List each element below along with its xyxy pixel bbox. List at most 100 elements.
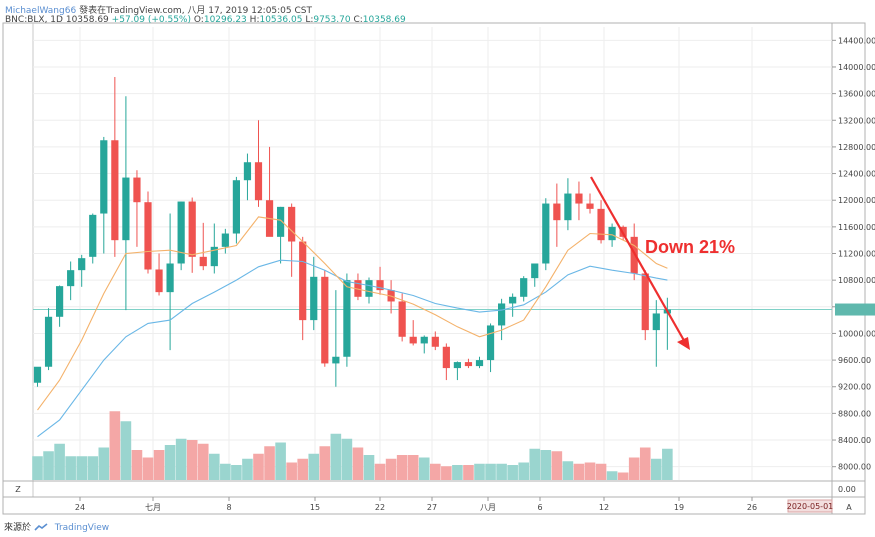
- ma-fast-line: [37, 216, 668, 411]
- y-tick-label: 10000.00: [838, 329, 875, 338]
- x-tick-label: 七月: [145, 503, 161, 512]
- volume-bar: [418, 457, 430, 480]
- candle-body: [586, 203, 594, 209]
- annotation-text: Down 21%: [645, 237, 735, 257]
- outer-frame: [2, 22, 866, 515]
- y-tick-label: 11200.00: [838, 250, 875, 259]
- x-tick-label: 22: [375, 503, 385, 512]
- volume-bar: [573, 463, 585, 480]
- volume-bar: [474, 463, 485, 480]
- candle-body: [564, 193, 572, 221]
- moving-averages: [37, 216, 668, 438]
- volume-bar: [164, 445, 176, 480]
- volume-bars: [32, 411, 673, 480]
- volume-bar: [76, 456, 87, 480]
- candle-body: [122, 177, 130, 241]
- volume-bar: [231, 465, 242, 480]
- volume-bar: [65, 456, 76, 480]
- tradingview-brand[interactable]: TradingView: [54, 523, 110, 533]
- volume-bar: [341, 438, 353, 480]
- volume-bar: [352, 447, 364, 480]
- y-tick-label: 11600.00: [838, 223, 875, 232]
- y-tick-label: 12800.00: [838, 143, 875, 152]
- candle-body: [398, 301, 406, 337]
- volume-bar: [209, 453, 220, 480]
- volume-bar: [595, 463, 607, 480]
- candle-body: [442, 346, 450, 369]
- candle-body: [288, 206, 296, 242]
- author-link[interactable]: MichaelWang66: [5, 6, 77, 16]
- candle-body: [221, 233, 229, 247]
- publish-line: MichaelWang66 發表在TradingView.com, 八月 17,…: [5, 3, 312, 16]
- volume-bar: [452, 465, 463, 480]
- x-tick-label: 15: [310, 503, 320, 512]
- y-tick-label: 9600.00: [838, 356, 871, 365]
- volume-bar: [396, 455, 408, 480]
- candle-body: [56, 286, 64, 317]
- candle-body: [33, 366, 42, 383]
- volume-bar: [518, 462, 529, 480]
- grid: [2, 22, 866, 515]
- x-tick-label: 24: [75, 503, 85, 512]
- x-tick-label: 8: [226, 503, 231, 512]
- candle-body: [67, 270, 75, 287]
- candle-body: [155, 269, 163, 293]
- candle-body: [641, 273, 649, 331]
- volume-bar: [32, 456, 43, 480]
- candle-body: [475, 360, 484, 367]
- tradingview-logo-icon: [34, 523, 48, 531]
- volume-bar: [131, 450, 143, 480]
- footer: 來源於 TradingView: [4, 520, 109, 533]
- volume-bar: [142, 457, 154, 480]
- volume-bar: [662, 448, 673, 480]
- ohlc-line: BNC:BLX, 1D 10358.69 +57.09 (+0.55%) O:1…: [5, 15, 406, 25]
- candle-body: [464, 362, 473, 367]
- down-arrow-head: [677, 337, 690, 350]
- change-value: +57.09 (+0.55%): [111, 15, 191, 25]
- volume-bar: [628, 457, 640, 480]
- auto-scale-button[interactable]: A: [846, 503, 852, 512]
- candle-body: [498, 303, 506, 326]
- candle-body: [100, 140, 108, 214]
- zoom-button[interactable]: Z: [15, 485, 21, 494]
- high-label: H:: [249, 15, 260, 25]
- candle-body: [277, 206, 285, 237]
- volume-bar: [286, 462, 297, 480]
- axes: 8000.00 8400.00 8800.00 9200.00 9600.00 10000…: [15, 36, 875, 513]
- candle-body: [354, 280, 362, 297]
- volume-bar: [441, 466, 452, 480]
- volume-bar: [507, 465, 518, 480]
- candle-body: [89, 214, 97, 257]
- x-tick-label: 八月: [480, 503, 496, 512]
- ma-slow-line: [37, 259, 668, 438]
- open-label: O:: [193, 15, 204, 25]
- candle-body: [78, 258, 86, 271]
- y-tick-label: 14000.00: [838, 63, 875, 72]
- volume-bar: [43, 451, 54, 480]
- volume-bar: [330, 433, 342, 480]
- volume-bar: [606, 471, 618, 480]
- candles: [33, 76, 671, 387]
- candle-body: [299, 241, 307, 321]
- candle-body: [553, 203, 561, 221]
- date-marker-box: [787, 499, 833, 513]
- volume-bar: [308, 453, 320, 480]
- y-tick-label: 8800.00: [838, 409, 871, 418]
- candle-body: [531, 263, 539, 279]
- volume-bar: [496, 463, 507, 480]
- candle-body: [332, 356, 340, 364]
- y-tick-label: 13200.00: [838, 116, 875, 125]
- candle-body: [597, 208, 605, 241]
- candle-body: [188, 201, 196, 257]
- volume-bar: [363, 455, 375, 480]
- volume-bar: [153, 450, 165, 480]
- volume-bar: [529, 448, 541, 480]
- x-tick-label: 12: [599, 503, 609, 512]
- volume-bar: [617, 472, 629, 480]
- volume-bar: [651, 458, 662, 480]
- candle-body: [453, 362, 461, 369]
- volume-bar: [297, 458, 308, 480]
- low-label: L:: [305, 15, 314, 25]
- annotation-layer: Down 21%: [590, 176, 735, 350]
